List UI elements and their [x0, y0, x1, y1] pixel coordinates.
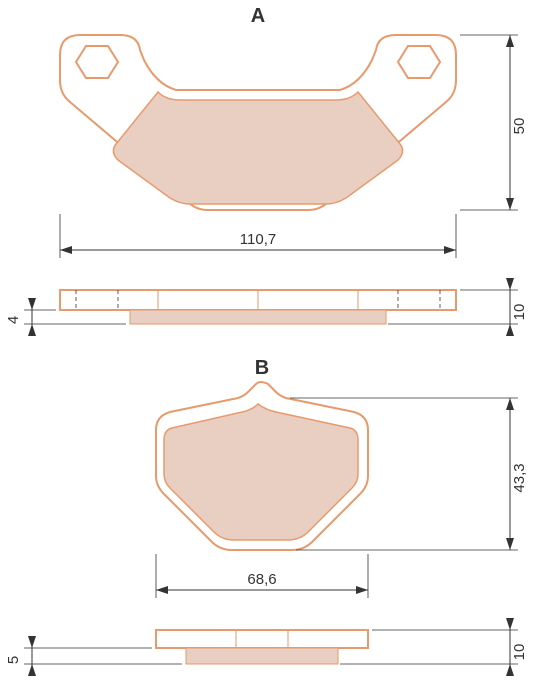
dim-b-width: 68,6	[156, 554, 368, 598]
friction-pad-a	[113, 92, 402, 204]
dim-a-height: 50	[460, 35, 528, 210]
hex-hole-right	[398, 46, 440, 78]
svg-text:50: 50	[511, 118, 528, 135]
svg-text:43,3: 43,3	[511, 463, 528, 492]
svg-text:10: 10	[511, 304, 528, 321]
hex-hole-left	[76, 46, 118, 78]
svg-text:68,6: 68,6	[247, 571, 276, 588]
label-b: B	[255, 357, 269, 379]
part-b-top-view	[156, 382, 368, 550]
part-b-side-view	[156, 630, 368, 664]
label-a: A	[251, 5, 265, 27]
part-a-top-view	[60, 35, 456, 210]
svg-text:5: 5	[5, 656, 22, 664]
svg-text:10: 10	[511, 644, 528, 661]
svg-text:110,7: 110,7	[240, 231, 276, 248]
svg-text:4: 4	[5, 316, 22, 324]
part-a-side-view	[60, 290, 456, 324]
dim-a-width: 110,7	[60, 214, 456, 258]
